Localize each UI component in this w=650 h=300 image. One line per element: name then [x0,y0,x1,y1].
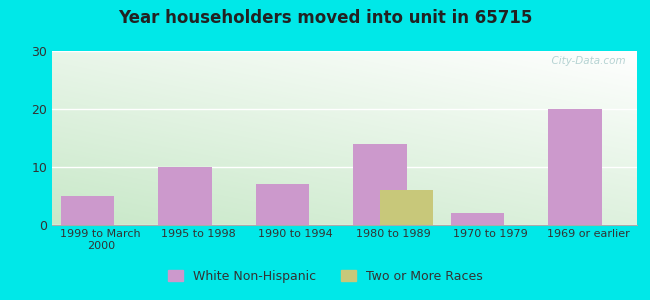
Text: Year householders moved into unit in 65715: Year householders moved into unit in 657… [118,9,532,27]
Bar [158,167,212,225]
Bar [255,184,309,225]
Bar [450,213,504,225]
Legend: White Non-Hispanic, Two or More Races: White Non-Hispanic, Two or More Races [162,265,488,288]
Bar [548,109,602,225]
Bar [60,196,114,225]
Bar [353,144,407,225]
Text: City-Data.com: City-Data.com [545,56,625,66]
Bar [380,190,434,225]
